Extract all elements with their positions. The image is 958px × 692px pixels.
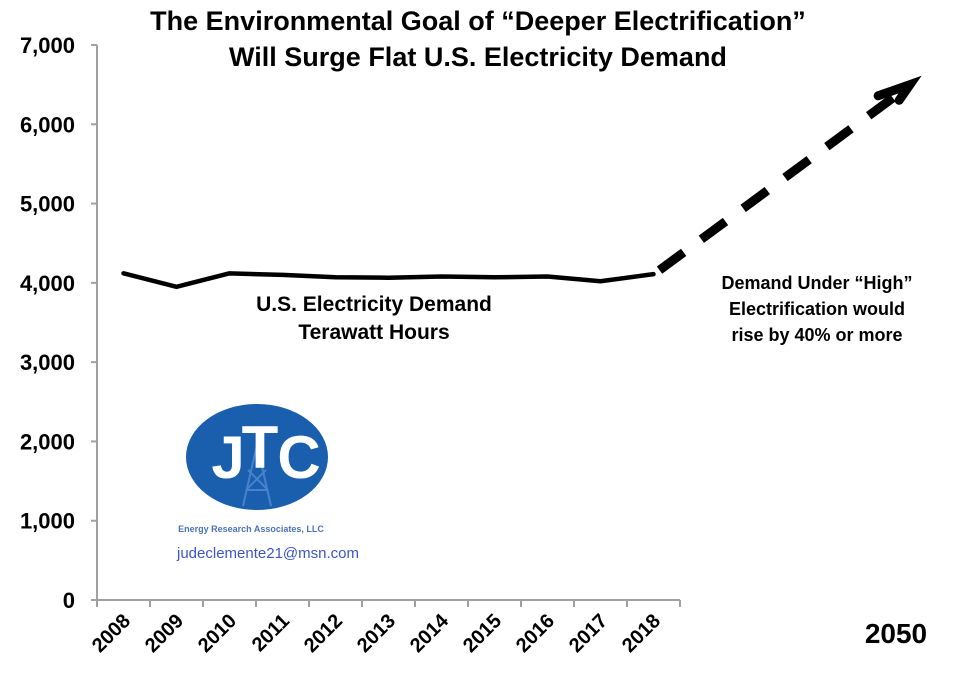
data-points (123, 273, 654, 287)
series-label-line-1: U.S. Electricity Demand (256, 293, 492, 316)
logo-letter-c: C (277, 424, 320, 491)
y-tick-label: 4,000 (20, 271, 75, 296)
x-tick-label: 2012 (300, 610, 347, 657)
series-line-demand (121, 271, 656, 290)
y-tick-label: 3,000 (20, 350, 75, 375)
x-tick-label: 2014 (406, 609, 454, 657)
y-tick-label: 5,000 (20, 192, 75, 217)
y-ticks: 0 1,000 2,000 3,000 4,000 5,000 6,000 7,000 (20, 33, 97, 613)
logo-subtitle: Energy Research Associates, LLC (178, 524, 324, 534)
projection-label-line-2: Electrification would (729, 299, 905, 319)
logo-letter-j: J (211, 424, 244, 491)
projection-arrowhead-icon (873, 75, 922, 105)
x-ticks: 2008 2009 2010 2011 2012 2013 2014 2015 2016 2017… (88, 600, 681, 657)
y-tick-label: 7,000 (20, 33, 75, 58)
x-tick-label: 2015 (459, 610, 506, 657)
projection-year-label: 2050 (865, 618, 927, 649)
x-tick-label: 2010 (194, 610, 241, 657)
projection-label-line-3: rise by 40% or more (731, 325, 902, 345)
oil-derrick-icon (242, 444, 272, 507)
y-tick-label: 1,000 (20, 509, 75, 534)
y-tick-label: 2,000 (20, 429, 75, 454)
x-tick-label: 2008 (88, 610, 135, 657)
x-tick-label: 2009 (141, 610, 188, 657)
y-tick-label: 0 (63, 588, 75, 613)
chart-title-line-1: The Environmental Goal of “Deeper Electr… (150, 6, 806, 36)
x-tick-label: 2016 (512, 610, 559, 657)
x-tick-label: 2017 (565, 610, 612, 657)
x-tick-label: 2011 (248, 610, 294, 656)
jtc-logo: J T C Energy Research Associates, LLC ju… (176, 404, 359, 562)
contact-email: judeclemente21@msn.com (176, 545, 359, 562)
series-label-line-2: Terawatt Hours (298, 321, 449, 344)
logo-ellipse (186, 404, 328, 510)
projection-dashed-arrow (656, 89, 903, 274)
logo-letter-t: T (242, 414, 279, 481)
x-tick-label: 2013 (353, 610, 400, 657)
chart-title-line-2: Will Surge Flat U.S. Electricity Demand (229, 42, 727, 72)
projection-label-line-1: Demand Under “High” (721, 273, 912, 293)
y-tick-label: 6,000 (20, 112, 75, 137)
x-tick-label: 2018 (618, 610, 665, 657)
